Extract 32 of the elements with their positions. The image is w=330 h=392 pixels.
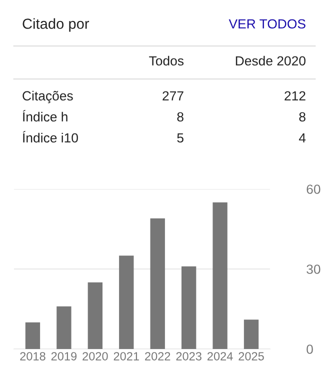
text: 8 bbox=[177, 112, 184, 122]
bar bbox=[25, 322, 40, 349]
text: 8 bbox=[299, 112, 306, 122]
text: 277 bbox=[162, 91, 184, 100]
bar bbox=[244, 320, 259, 349]
y-tick-label: 0 bbox=[306, 344, 313, 354]
text: 5 bbox=[177, 133, 184, 143]
y-tick-label: 60 bbox=[306, 184, 320, 194]
text: 4 bbox=[298, 133, 306, 142]
x-tick-label: 2020 bbox=[82, 352, 108, 360]
text: Índice h bbox=[22, 110, 68, 122]
x-tick-label: 2018 bbox=[20, 352, 46, 360]
text: VER TODOS bbox=[228, 19, 306, 29]
x-tick-label: 2021 bbox=[114, 352, 139, 360]
text: 212 bbox=[284, 91, 306, 100]
text: Desde 2020 bbox=[236, 56, 306, 66]
bar bbox=[56, 306, 72, 349]
text: Todos bbox=[149, 56, 184, 66]
bar bbox=[181, 266, 196, 349]
bar bbox=[150, 218, 165, 349]
bar bbox=[119, 256, 134, 349]
x-tick-label: 2019 bbox=[51, 352, 77, 360]
x-tick-label: 2025 bbox=[238, 352, 264, 360]
x-tick-label: 2024 bbox=[208, 352, 233, 360]
bar bbox=[88, 282, 103, 349]
text: Índice i10 bbox=[22, 130, 78, 143]
y-tick-label: 30 bbox=[306, 264, 320, 274]
chart-title: Citado por bbox=[22, 18, 90, 32]
x-tick-label: 2022 bbox=[145, 352, 170, 360]
x-tick-label: 2023 bbox=[176, 352, 202, 360]
text: Citações bbox=[22, 90, 73, 104]
bar bbox=[212, 202, 228, 349]
